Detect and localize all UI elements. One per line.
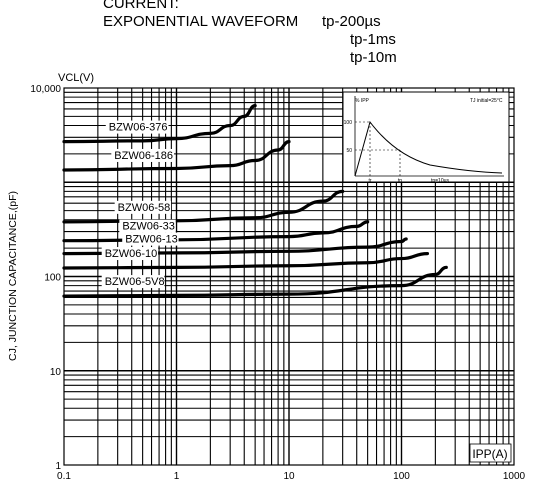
series-label-bg — [119, 219, 176, 233]
x-tick-label: 0.1 — [57, 471, 71, 482]
waveform-inset: % IPP TJ initial=25°C 100 50 tr tp tp=10… — [342, 91, 510, 184]
header-tp-10m: tp-10m — [350, 49, 397, 66]
series-label-bg — [101, 275, 165, 289]
x-tick-label: 10 — [283, 471, 295, 482]
x-axis-label-box — [469, 443, 512, 463]
series-label: BZW06-186 — [114, 150, 173, 162]
inset-tick-100: 100 — [344, 120, 353, 126]
header-line-waveform: EXPONENTIAL WAVEFORM — [103, 13, 299, 30]
y-tick-label: 1 — [55, 461, 61, 472]
series-label: BZW06-58 — [118, 202, 171, 214]
inset-y-label: % IPP — [355, 98, 370, 104]
series-label: BZW06-10 — [105, 248, 158, 260]
y-tick-label: 100 — [44, 273, 61, 284]
inset-tick-tp: tp — [398, 178, 402, 184]
series-label-bg — [111, 148, 175, 162]
series-line — [62, 251, 430, 270]
series-label: BZW06-33 — [122, 221, 175, 233]
series-label: BZW06-376 — [109, 122, 168, 134]
inset-right-label: TJ initial=25°C — [470, 98, 503, 104]
series-line — [62, 189, 345, 224]
x-tick-label: 100 — [393, 471, 410, 482]
plot-frame — [63, 87, 515, 466]
x-axis-label: IPP(A) — [472, 447, 507, 461]
x-tick-label: 1 — [174, 471, 180, 482]
series-line — [62, 265, 448, 298]
y-tick-label: 10,000 — [30, 84, 61, 95]
series-label-layer: BZW06-376BZW06-186BZW06-58BZW06-33BZW06-… — [101, 120, 179, 289]
inset-frame — [342, 91, 510, 183]
inset-x-label: tp=10μs — [431, 178, 450, 184]
series-line — [62, 104, 257, 144]
series-label-bg — [114, 200, 172, 214]
y-corner-label: VCL(V) — [58, 72, 94, 84]
series-label: BZW06-13 — [125, 234, 178, 246]
series-label: BZW06-5V8 — [105, 276, 165, 288]
series-label-bg — [101, 247, 159, 261]
inset-tick-tr: tr — [368, 178, 371, 184]
header-tp-200us: tp-200µs — [322, 13, 381, 30]
x-tick-label: 1000 — [503, 471, 526, 482]
series-label-bg — [105, 120, 169, 134]
inset-waveform — [354, 120, 503, 177]
inset-tick-50: 50 — [346, 148, 352, 154]
y-tick-label: 10 — [50, 367, 62, 378]
y-axis-label: CJ, JUNCTION CAPACITANCE,(pF) — [7, 191, 19, 361]
series-line — [62, 139, 291, 172]
header-tp-1ms: tp-1ms — [350, 31, 396, 48]
series-label-bg — [122, 232, 179, 246]
header-line-current: CURRENT: — [103, 0, 179, 12]
